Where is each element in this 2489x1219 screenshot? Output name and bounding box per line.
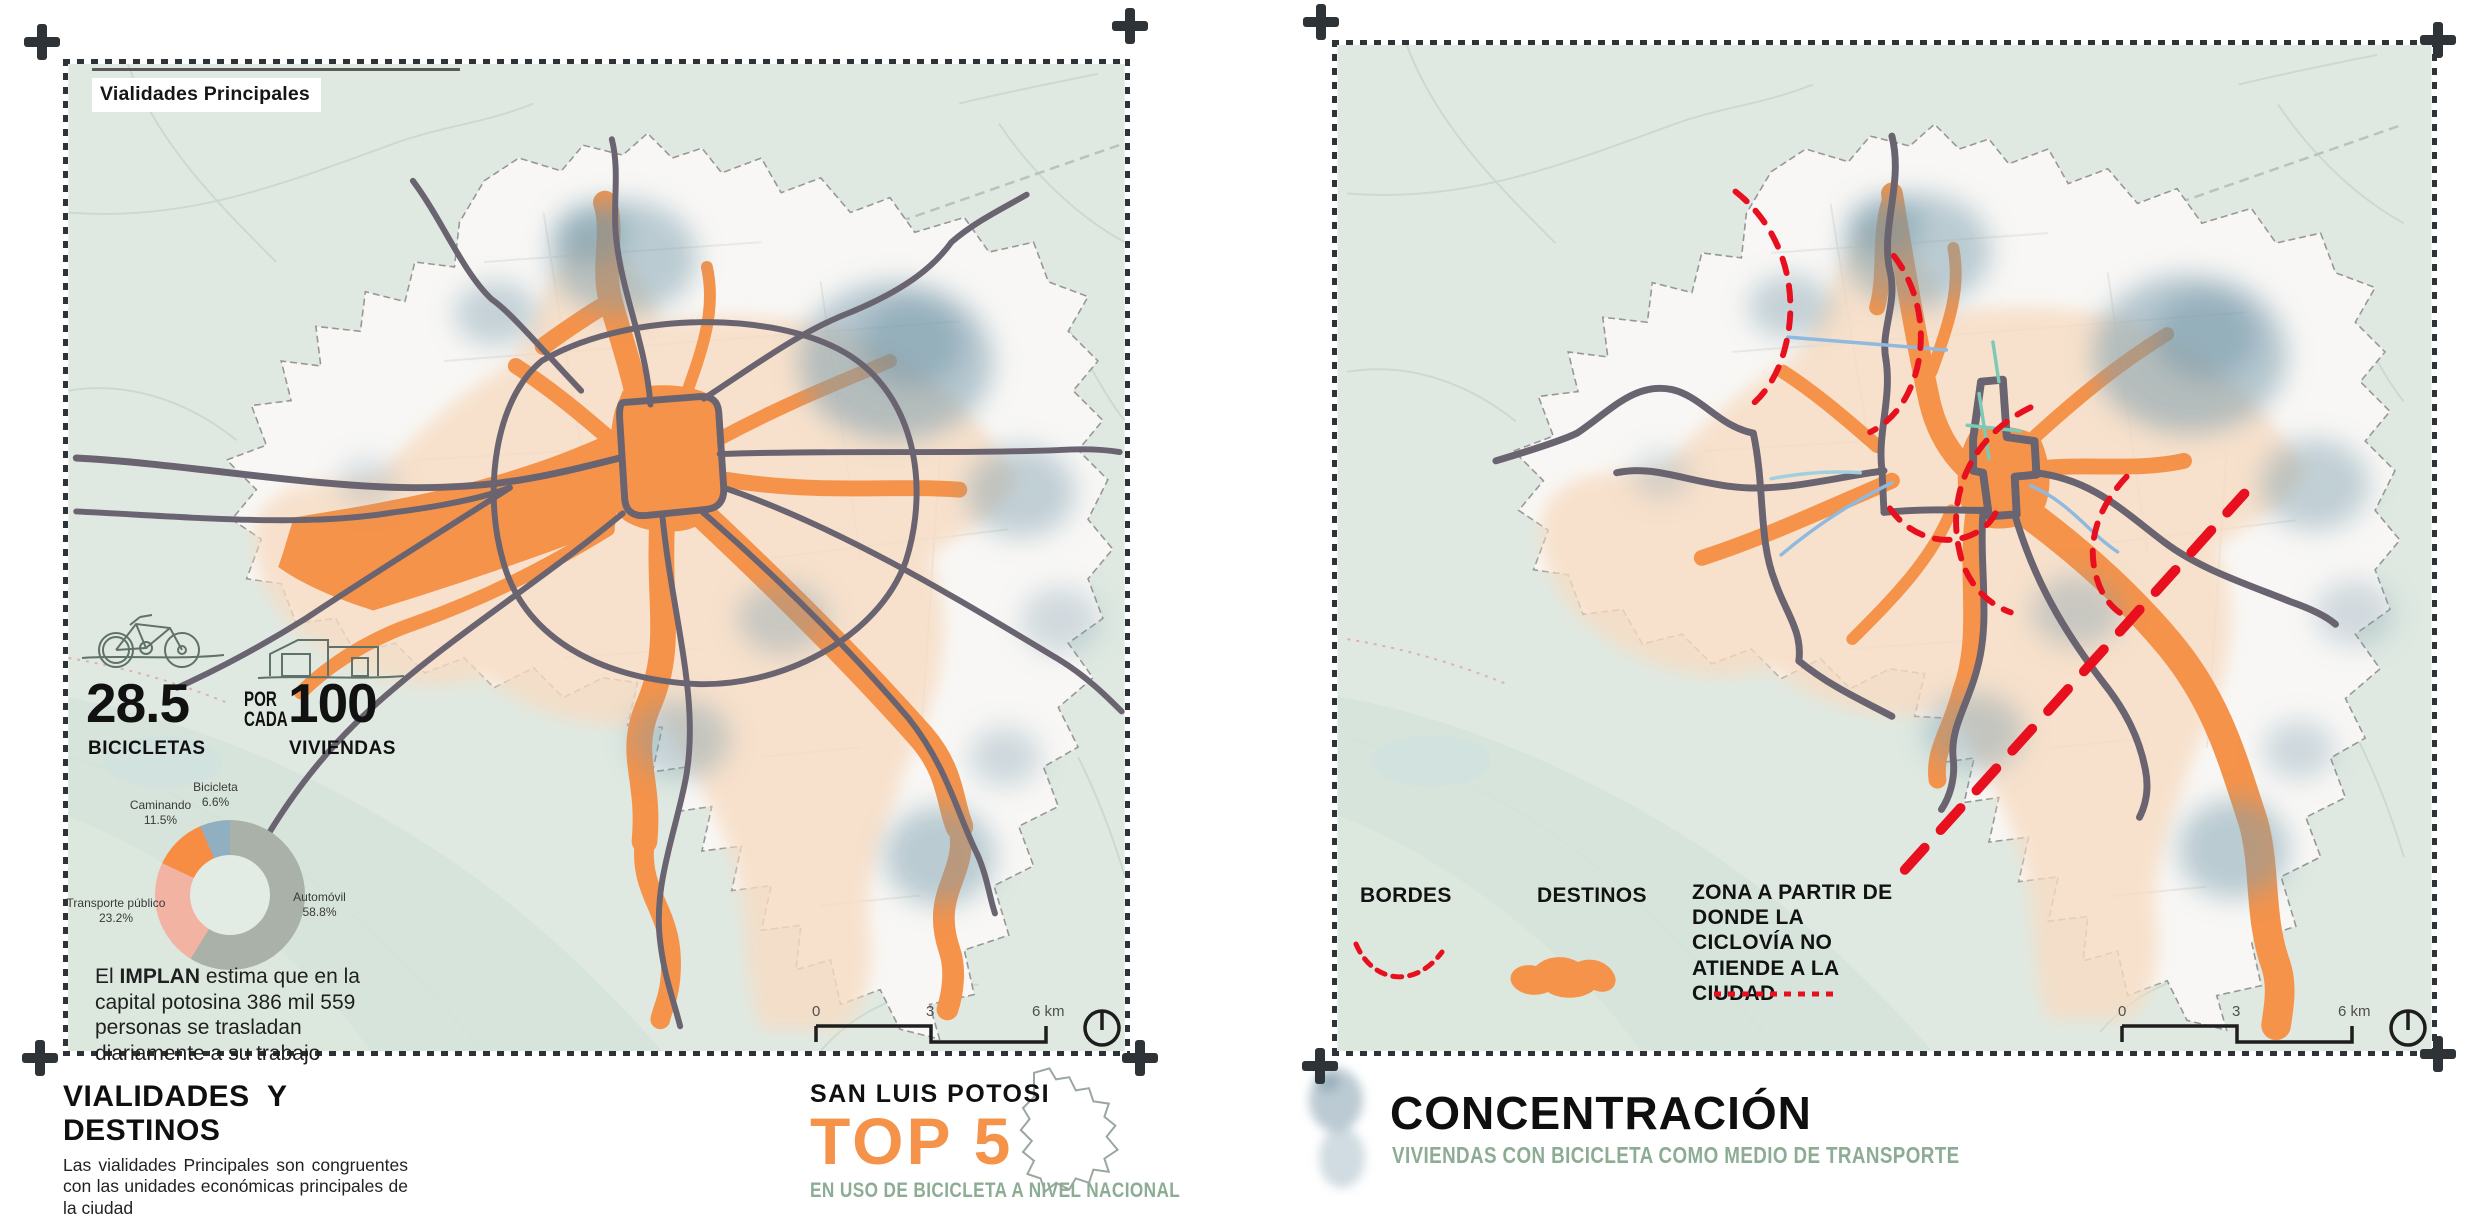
panel-border (1125, 59, 1130, 1056)
registration-mark (24, 24, 60, 60)
registration-mark (2420, 1036, 2456, 1072)
homes-label: VIVIENDAS (289, 738, 396, 759)
map-layer-label: Vialidades Principales (92, 68, 460, 112)
donut-label-automovil: Automóvil 58.8% (293, 890, 346, 919)
house-icon (257, 639, 405, 679)
registration-mark (1302, 1048, 1338, 1084)
donut-label-caminando: Caminando 11.5% (129, 798, 192, 827)
svg-text:0: 0 (812, 1003, 820, 1020)
left-footer-description: Las vialidades Principales son congruent… (63, 1155, 408, 1218)
top5-city-label: SAN LUIS POTOSI (810, 1080, 1051, 1108)
legend-destinos-label: DESTINOS (1537, 884, 1647, 907)
left-footer: VIALIDADES Y DESTINOS Las vialidades Pri… (63, 1080, 408, 1219)
panel-border (1332, 1051, 2437, 1056)
bikes-label: BICICLETAS (88, 738, 206, 759)
right-footer-title: CONCENTRACIÓN (1390, 1087, 1812, 1139)
implan-note: El IMPLAN estima que en la capital potos… (95, 965, 360, 1065)
registration-mark (22, 1040, 58, 1076)
scale-bar-right: 0 3 6 km (2118, 1003, 2371, 1044)
registration-mark (1122, 1040, 1158, 1076)
registration-mark (1112, 8, 1148, 44)
top5-subtitle: EN USO DE BICICLETA A NIVEL NACIONAL (810, 1177, 1181, 1202)
registration-mark (1303, 4, 1339, 40)
bordes-swatch-icon (1353, 941, 1445, 980)
right-map-panel (1332, 40, 2437, 1056)
registration-mark (2420, 22, 2456, 58)
svg-text:3: 3 (2232, 1003, 2240, 1020)
svg-text:0: 0 (2118, 1003, 2126, 1020)
label-rule (92, 68, 460, 71)
vialidades-principales-label: Vialidades Principales (92, 78, 321, 112)
right-footer: CONCENTRACIÓN VIVIENDAS CON BICICLETA CO… (1300, 1058, 1959, 1198)
top5-rank-label: TOP 5 (810, 1104, 1014, 1178)
panel-border (2432, 40, 2437, 1056)
watercolor-blob-icon (1309, 1068, 1365, 1188)
zona-swatch-icon (1714, 991, 1836, 997)
per-cada-label: POR CADA (244, 688, 288, 731)
scale-bar-left: 0 3 6 km (812, 1003, 1065, 1044)
bicycle-icon (81, 614, 225, 668)
bordes-arcs-layer (1732, 188, 2130, 617)
bikes-per-100-value: 28.5 (86, 672, 190, 734)
destinos-swatch-icon (1510, 957, 1616, 998)
svg-text:3: 3 (926, 1003, 934, 1020)
left-footer-title: VIALIDADES Y DESTINOS (63, 1080, 287, 1147)
svg-text:6 km: 6 km (2338, 1003, 2371, 1020)
north-arrow-icon-left (1083, 1009, 1121, 1047)
homes-value: 100 (288, 672, 378, 734)
concentracion-map (1337, 45, 2432, 1051)
donut-hole (190, 855, 270, 935)
san-luis-potosi-state-outline-icon (1019, 1067, 1120, 1194)
top5-badge: SAN LUIS POTOSI TOP 5 EN USO DE BICICLET… (810, 1067, 1181, 1203)
north-arrow-icon-right (2389, 1009, 2427, 1047)
cycling-infrastructure-lines (1769, 335, 2120, 557)
legend-bordes-label: BORDES (1360, 884, 1452, 907)
svg-text:6 km: 6 km (1032, 1003, 1065, 1020)
legend-zona-label: ZONA A PARTIR DE DONDE LA CICLOVÍA NO AT… (1692, 881, 1893, 1005)
cicloviia-limit-line (1899, 488, 2250, 875)
donut-label-transporte-publico: Transporte público 23.2% (66, 896, 166, 925)
donut-label-bicicleta: Bicicleta 6.6% (193, 780, 238, 809)
modal-split-donut (155, 820, 305, 970)
right-footer-subtitle: VIVIENDAS CON BICICLETA COMO MEDIO DE TR… (1392, 1142, 1960, 1168)
